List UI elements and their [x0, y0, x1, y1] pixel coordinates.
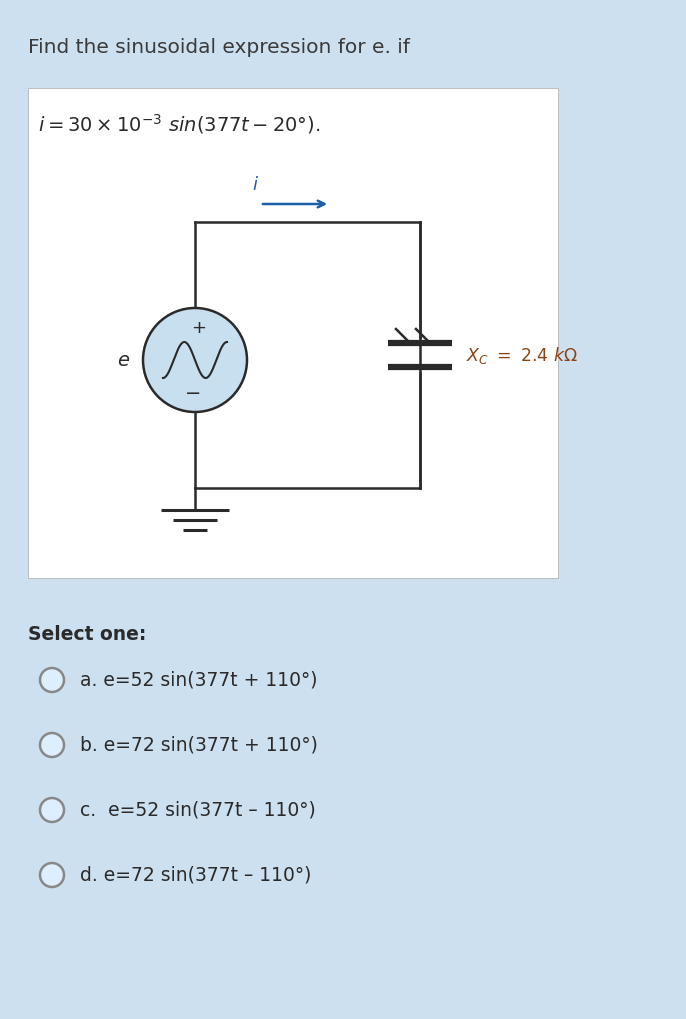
Circle shape — [40, 733, 64, 757]
Text: Select one:: Select one: — [28, 625, 146, 644]
Text: d. e=72 sin(377t – 110°): d. e=72 sin(377t – 110°) — [80, 865, 311, 884]
FancyBboxPatch shape — [28, 88, 558, 578]
Text: Find the sinusoidal expression for e. if: Find the sinusoidal expression for e. if — [28, 38, 410, 57]
Text: i: i — [252, 176, 257, 194]
Text: e: e — [117, 351, 129, 370]
Text: $i = 30 \times 10^{-3}\ \mathit{sin}(377t - 20°).$: $i = 30 \times 10^{-3}\ \mathit{sin}(377… — [38, 112, 320, 136]
Text: $X_C\ =\ 2.4\ k\Omega$: $X_C\ =\ 2.4\ k\Omega$ — [466, 344, 578, 366]
Circle shape — [40, 798, 64, 822]
Text: b. e=72 sin(377t + 110°): b. e=72 sin(377t + 110°) — [80, 736, 318, 754]
Text: +: + — [191, 319, 206, 337]
Text: a. e=52 sin(377t + 110°): a. e=52 sin(377t + 110°) — [80, 671, 318, 690]
Text: −: − — [185, 384, 201, 404]
Circle shape — [40, 668, 64, 692]
Text: c.  e=52 sin(377t – 110°): c. e=52 sin(377t – 110°) — [80, 801, 316, 819]
Circle shape — [143, 308, 247, 412]
Circle shape — [40, 863, 64, 887]
